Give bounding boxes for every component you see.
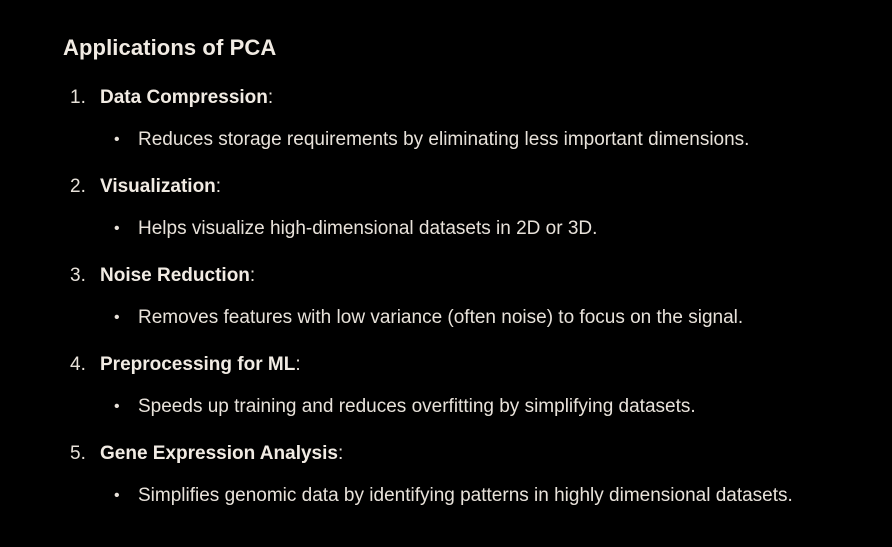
item-title-wrap: Gene Expression Analysis: — [100, 440, 343, 468]
item-colon: : — [267, 87, 274, 108]
bullet-dot: • — [114, 487, 120, 504]
item-colon: : — [215, 176, 222, 197]
applications-list: 1. Data Compression: • Reduces storage r… — [0, 84, 892, 529]
item-title: Preprocessing for ML — [100, 354, 296, 375]
bullet-text: Reduces storage requirements by eliminat… — [138, 129, 750, 150]
bullet-dot: • — [114, 131, 120, 148]
bullet-dot: • — [114, 220, 120, 237]
item-title-line: 4. Preprocessing for ML: — [0, 351, 892, 379]
item-colon: : — [295, 354, 301, 375]
list-item: 3. Noise Reduction: • Removes features w… — [0, 262, 892, 351]
item-title-wrap: Noise Reduction: — [100, 262, 255, 290]
item-title-line: 1. Data Compression: — [0, 84, 892, 112]
item-number: 5. — [70, 443, 86, 464]
item-title-line: 5. Gene Expression Analysis: — [0, 440, 892, 468]
bullet-text: Simplifies genomic data by identifying p… — [138, 485, 793, 506]
bullet-text: Helps visualize high-dimensional dataset… — [138, 218, 598, 239]
item-title-wrap: Visualization: — [100, 173, 221, 201]
item-title-wrap: Data Compression: — [100, 84, 273, 112]
item-title: Data Compression — [100, 87, 268, 108]
item-number: 3. — [70, 265, 86, 286]
item-title: Gene Expression Analysis — [100, 443, 338, 464]
item-number: 4. — [70, 354, 86, 375]
section-heading: Applications of PCA — [63, 35, 277, 60]
item-title: Noise Reduction — [100, 265, 250, 286]
bullet-text: Speeds up training and reduces overfitti… — [138, 396, 696, 417]
item-number: 1. — [70, 87, 86, 108]
item-colon: : — [337, 443, 344, 464]
list-item: 1. Data Compression: • Reduces storage r… — [0, 84, 892, 173]
list-item: 5. Gene Expression Analysis: • Simplifie… — [0, 440, 892, 529]
bullet-text: Removes features with low variance (ofte… — [138, 307, 744, 328]
item-title-wrap: Preprocessing for ML: — [100, 351, 301, 379]
bullet-dot: • — [114, 398, 120, 415]
item-title: Visualization — [100, 176, 216, 197]
item-title-line: 3. Noise Reduction: — [0, 262, 892, 290]
bullet-dot: • — [114, 309, 120, 326]
list-item: 2. Visualization: • Helps visualize high… — [0, 173, 892, 262]
item-title-line: 2. Visualization: — [0, 173, 892, 201]
item-number: 2. — [70, 176, 86, 197]
list-item: 4. Preprocessing for ML: • Speeds up tra… — [0, 351, 892, 440]
item-colon: : — [249, 265, 256, 286]
